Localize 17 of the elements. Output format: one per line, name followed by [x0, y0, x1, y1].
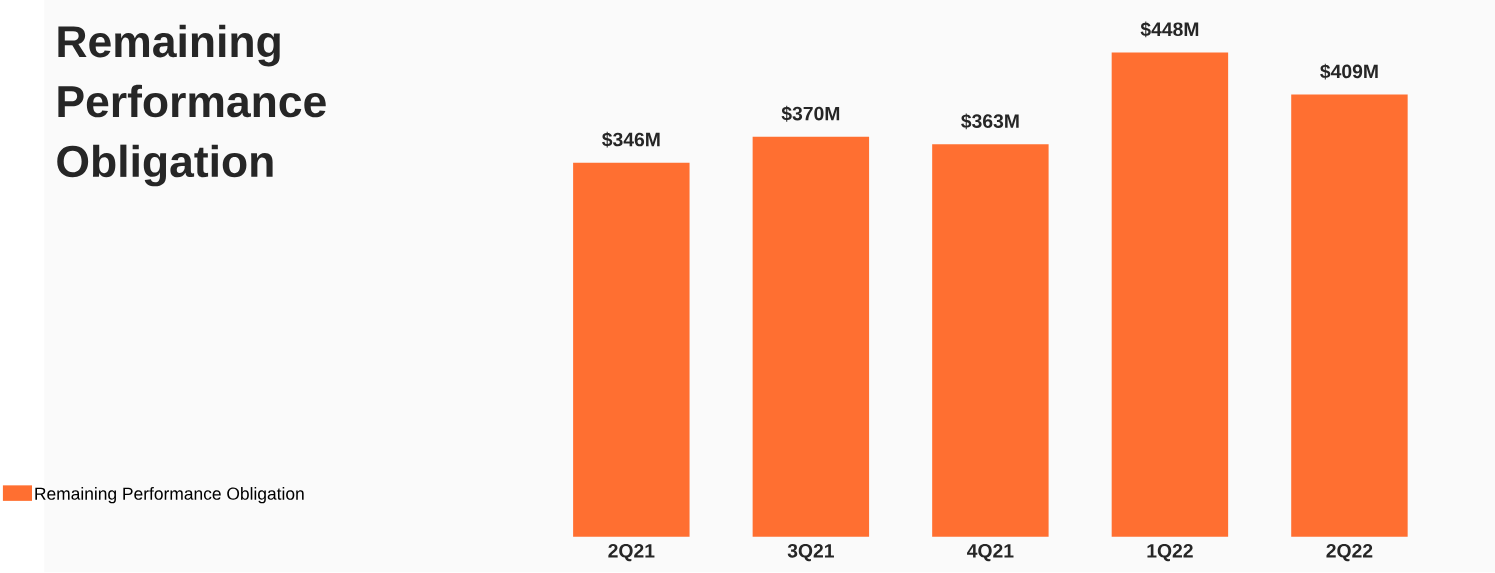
- data-label: $409M: [1320, 63, 1378, 80]
- x-tick-label: 2Q21: [608, 544, 655, 562]
- data-label: $448M: [1140, 21, 1199, 38]
- legend-label: Remaining Performance Obligation: [35, 487, 304, 504]
- bar: [573, 162, 690, 537]
- x-tick-label: 4Q21: [967, 544, 1014, 562]
- text: Remaining Performance Obligation: [57, 25, 326, 187]
- bar: [1111, 52, 1229, 537]
- data-label: $346M: [602, 132, 660, 148]
- bar: [932, 144, 1049, 537]
- bar: [752, 136, 870, 537]
- x-tick-label: 1Q22: [1147, 544, 1193, 562]
- x-tick-label: 2Q22: [1326, 544, 1373, 562]
- x-tick-label: 3Q21: [787, 544, 834, 562]
- data-label: $370M: [781, 106, 840, 122]
- bar: [1291, 94, 1408, 537]
- data-label: $363M: [961, 113, 1019, 130]
